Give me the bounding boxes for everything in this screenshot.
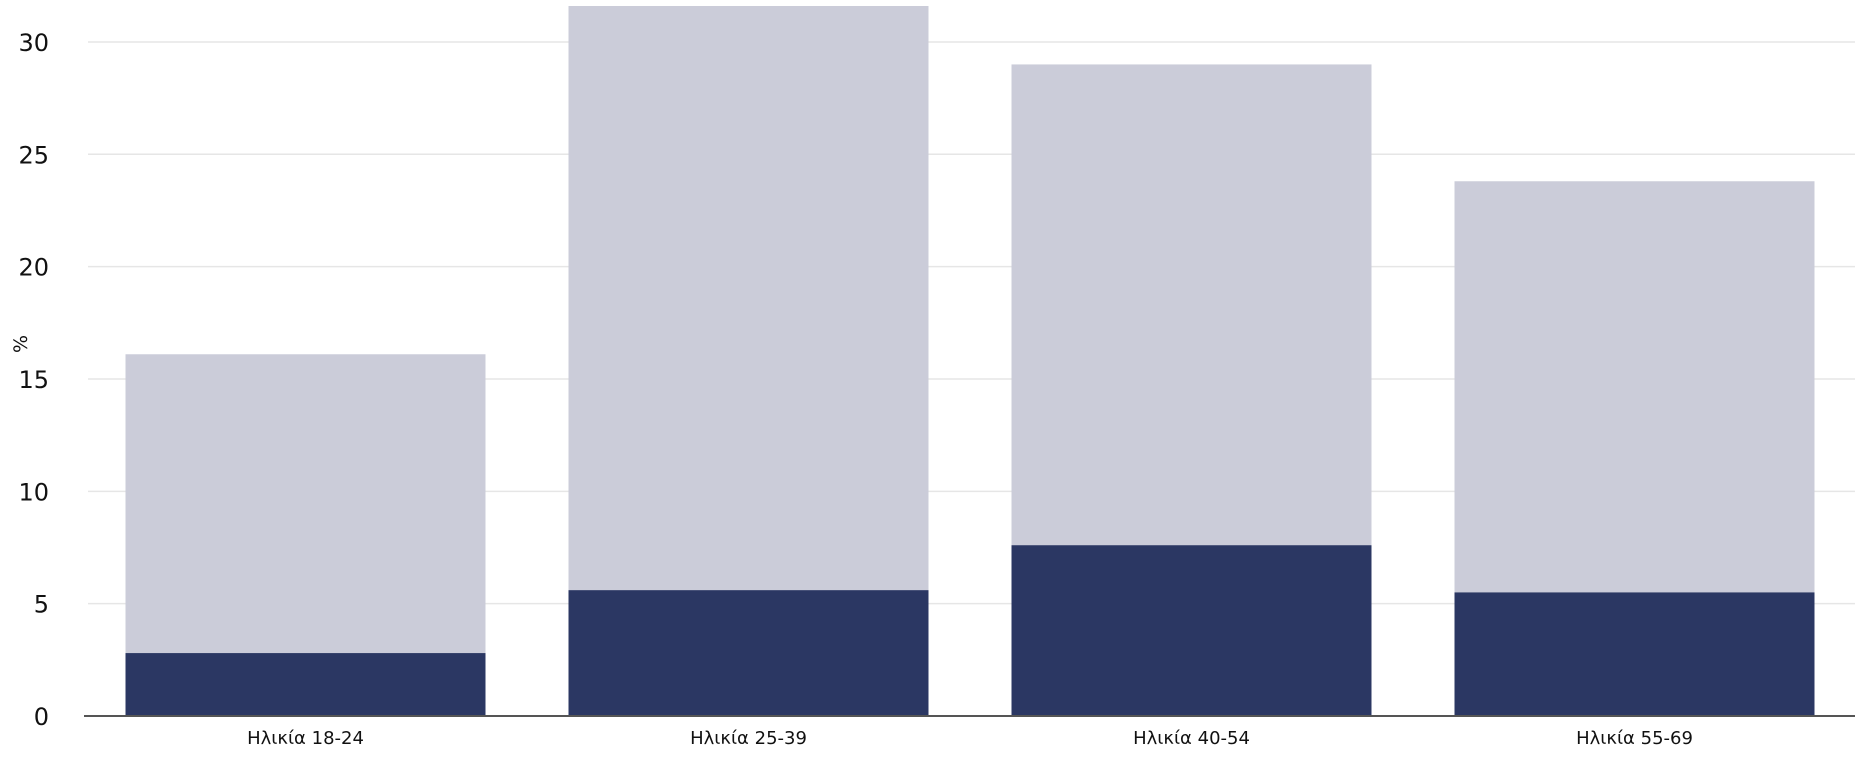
y-tick-label-10: 10 (18, 478, 49, 506)
y-tick-label-20: 20 (18, 254, 49, 282)
y-tick-label-30: 30 (18, 29, 49, 57)
x-category-label-2: Ηλικία 25-39 (690, 728, 807, 749)
y-tick-label-0: 0 (34, 703, 49, 731)
y-tick-label-5: 5 (34, 591, 49, 619)
y-axis-title: % (10, 335, 32, 353)
x-category-label-1: Ηλικία 18-24 (247, 728, 364, 749)
bar-subset-2 (568, 590, 929, 716)
x-category-label-4: Ηλικία 55-69 (1576, 728, 1693, 749)
bars (125, 6, 1815, 716)
x-category-label-3: Ηλικία 40-54 (1133, 728, 1250, 749)
bar-subset-3 (1011, 545, 1372, 716)
y-tick-labels: 0 5 10 15 20 25 30 (18, 29, 49, 731)
y-tick-label-25: 25 (18, 141, 49, 169)
y-tick-label-15: 15 (18, 366, 49, 394)
x-category-labels: Ηλικία 18-24 Ηλικία 25-39 Ηλικία 40-54 Ηλικ… (247, 728, 1693, 749)
bar-subset-4 (1454, 592, 1815, 716)
bar-subset-1 (125, 653, 486, 716)
